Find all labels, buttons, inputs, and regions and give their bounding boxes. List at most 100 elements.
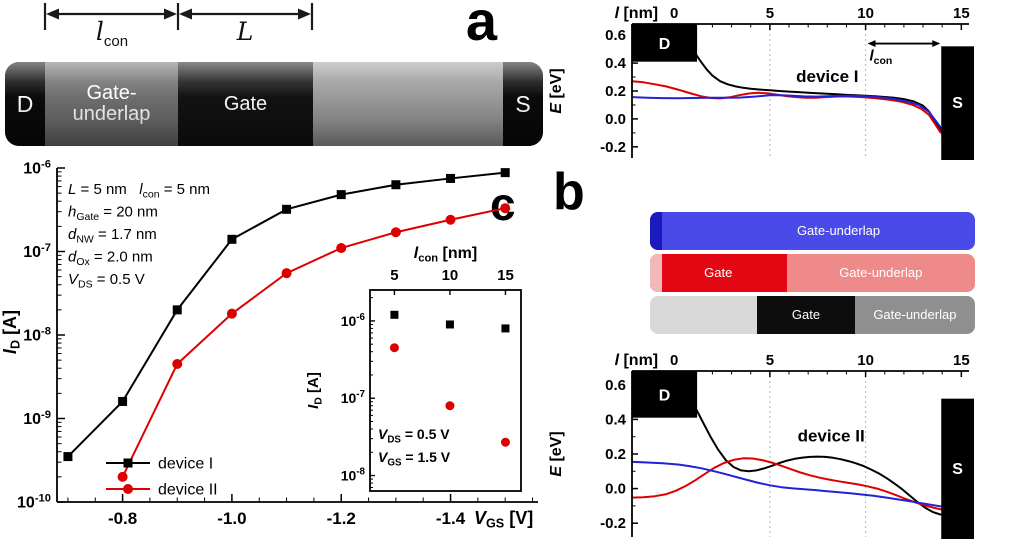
underlap-segment: Gate-underlap — [854, 296, 975, 334]
annotation-line: VDS = 0.5 V — [68, 271, 145, 291]
y-tick-label: 0.6 — [605, 27, 626, 44]
contact-cap — [650, 254, 662, 292]
main-plot: 10-10 10-9 10-8 10-7 10-6 -0.8 -1.0 -1.2 -1.4 VGS… — [0, 159, 538, 531]
band-plot-device-2: 0 5 10 15 0.6 0.4 0.2 0.0 -0.2 l [nm] E [eV] D Sdevi… — [548, 352, 974, 539]
circle-marker — [281, 268, 292, 279]
circle-marker — [336, 243, 347, 254]
square-marker — [500, 168, 510, 178]
drain-label: D — [659, 387, 671, 404]
x-tick-label: 0 — [670, 5, 678, 22]
L-dimension-label: L — [236, 17, 254, 46]
y-tick-label: 0.2 — [605, 83, 626, 100]
config-bar-gate-plus-underlap: Gate Gate-underlap — [650, 254, 975, 292]
inset-x-tick-label: 15 — [497, 267, 514, 284]
x-tick-label: 10 — [857, 352, 874, 369]
nanowire-schematic: D Gate-underlap Gate S — [5, 62, 543, 146]
arrowhead-icon — [46, 8, 59, 20]
config-bar-full-underlap: Gate-underlap — [650, 212, 975, 250]
inset-annotation: VDS = 0.5 V — [378, 426, 450, 446]
gate-underlap-region: Gate-underlap — [45, 62, 178, 146]
square-marker — [118, 396, 128, 406]
circle-marker — [390, 227, 401, 238]
drain-label: D — [16, 90, 34, 117]
circle-marker — [445, 401, 455, 411]
circle-marker — [226, 308, 237, 319]
inset-y-tick-label: 10-6 — [341, 312, 366, 329]
main-ticks — [57, 167, 534, 503]
inset-annotation: VGS = 1.5 V — [378, 449, 451, 469]
legend-label: device I — [158, 456, 213, 473]
y-axis-label: ID [A] — [0, 310, 23, 354]
contact-cap — [650, 212, 662, 250]
lcon-arrow: lcon — [867, 40, 941, 67]
inset-y-axis-label: ID [A] — [305, 372, 325, 409]
y-tick-label: 0.0 — [605, 111, 626, 128]
source-contact-block — [941, 46, 974, 161]
x-tick-label: 5 — [766, 352, 774, 369]
source-label: S — [952, 461, 963, 478]
inset-series-device-II — [389, 343, 510, 447]
underlap-segment: Gate-underlap — [650, 212, 975, 250]
segment-label: Gate-underlap — [873, 306, 957, 322]
series-device-I — [63, 168, 510, 462]
inset-x-tick-label: 10 — [442, 267, 459, 284]
y-tick-label: 10-10 — [17, 493, 51, 512]
inset-y-tick-label: 10-7 — [341, 389, 366, 406]
inset-x-axis-label: lcon [nm] — [414, 245, 477, 265]
gate-label: Gate — [223, 92, 268, 115]
arrowhead-icon — [164, 8, 177, 20]
series-device-II — [117, 203, 511, 482]
drain-contact: D — [5, 62, 45, 146]
y-tick-label: 0.0 — [605, 481, 626, 498]
x-tick-label: -1.4 — [436, 509, 466, 528]
y-tick-label: 10-7 — [23, 242, 51, 261]
x-axis-label: l [nm] — [615, 5, 659, 22]
y-tick-label: 0.2 — [605, 446, 626, 463]
annotation-line: hGate = 20 nm — [68, 204, 158, 224]
x-tick-label: 10 — [857, 5, 874, 22]
square-marker — [446, 173, 456, 183]
source-contact-block — [941, 398, 974, 539]
panel-b-gate-configs: b Gate-underlap Gate Gate-underlap Gate … — [545, 163, 1024, 345]
square-marker — [282, 204, 292, 214]
gate-region: Gate — [178, 62, 313, 146]
segment-label: Gate — [704, 264, 733, 280]
circle-marker — [117, 471, 128, 482]
dimension-arrows — [43, 3, 314, 30]
square-marker — [391, 180, 401, 190]
x-tick-label: 0 — [670, 352, 678, 369]
source-label: S — [952, 95, 963, 112]
band2-curve-blue — [631, 460, 962, 509]
y-tick-label: 10-9 — [23, 409, 51, 428]
y-tick-label: 10-6 — [23, 159, 51, 178]
legend-label: device II — [158, 482, 218, 499]
y-tick-label: -0.2 — [600, 139, 626, 156]
drain-label: D — [659, 36, 671, 53]
square-marker — [227, 234, 237, 244]
circle-marker — [172, 358, 183, 369]
source-label: S — [515, 90, 531, 117]
square-marker — [63, 452, 73, 462]
annotation-line: dOx = 2.0 nm — [68, 249, 153, 269]
gate-underlap-label: Gate-underlap — [72, 82, 151, 125]
channel-region — [313, 62, 503, 146]
band1-curve-red — [631, 80, 962, 136]
device-title: device I — [796, 67, 858, 86]
square-marker — [336, 190, 346, 200]
annotation-line: L = 5 nm lcon = 5 nm — [68, 181, 210, 201]
gate-segment: Gate — [757, 296, 855, 334]
square-marker — [172, 305, 182, 315]
lcon-dimension-label: lcon — [95, 17, 129, 50]
panel-a-label: a — [465, 0, 497, 52]
underlap-segment: Gate-underlap — [786, 254, 975, 292]
segment-label: Gate-underlap — [796, 222, 881, 238]
inset-y-tick-label: 10-8 — [341, 467, 366, 484]
circle-marker — [500, 437, 510, 447]
y-axis-label: E [eV] — [548, 68, 565, 113]
square-marker — [501, 324, 510, 333]
arrowhead-icon — [179, 8, 192, 20]
panel-b-label: b — [553, 163, 585, 221]
y-tick-label: 10-8 — [23, 326, 51, 345]
arrowhead-icon — [298, 8, 311, 20]
legend: device I device II — [106, 456, 218, 499]
